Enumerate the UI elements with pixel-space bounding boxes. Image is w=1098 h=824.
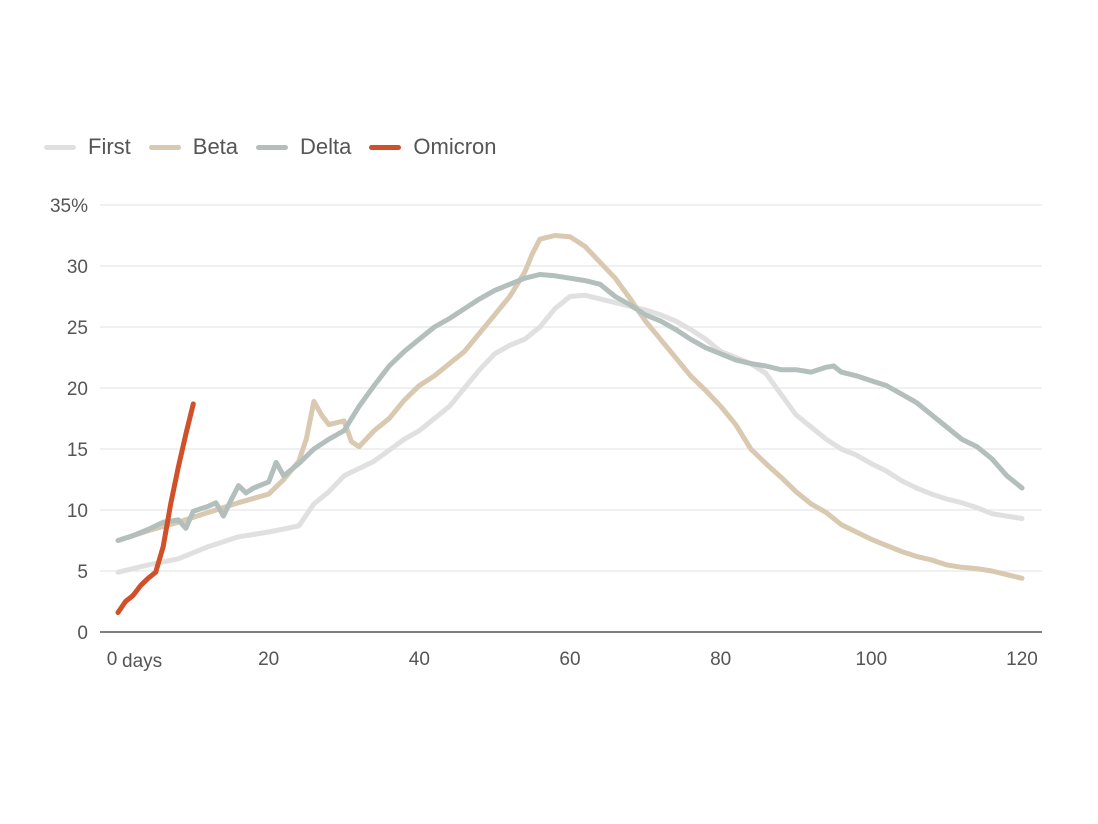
- legend-swatch: [256, 144, 289, 150]
- legend-label: Beta: [192, 134, 239, 159]
- x-tick-label: 60: [559, 649, 580, 670]
- x-tick-label: 80: [710, 649, 731, 670]
- legend-item-beta: Beta: [148, 134, 239, 160]
- legend-label: First: [88, 134, 131, 159]
- legend-label: Omicron: [413, 134, 497, 159]
- series-line-delta: [115, 272, 1025, 543]
- y-tick-label: 35%: [50, 196, 88, 217]
- y-tick-label: 15: [67, 440, 88, 461]
- series-line-beta: [115, 233, 1025, 581]
- legend-swatch: [148, 144, 181, 150]
- legend-item-first: First: [44, 134, 131, 160]
- series-lines: [115, 233, 1025, 615]
- y-tick-label: 5: [77, 562, 88, 583]
- legend-label: Delta: [300, 134, 352, 159]
- y-tick-label: 0: [77, 623, 88, 644]
- legend-item-delta: Delta: [256, 134, 351, 160]
- x-tick-label: 0: [107, 649, 118, 670]
- y-tick-label: 20: [67, 379, 88, 400]
- series-line-first: [115, 292, 1025, 575]
- y-tick-label: 30: [67, 257, 88, 278]
- legend: First Beta Delta Omicron: [44, 134, 515, 160]
- x-unit-label: days: [122, 651, 162, 672]
- gridlines: [100, 204, 1042, 633]
- y-axis-ticks: 0 5 10 15 20 25 30 35%: [50, 196, 88, 644]
- legend-item-omicron: Omicron: [369, 134, 497, 160]
- series-line-omicron: [115, 401, 196, 615]
- y-tick-label: 25: [67, 318, 88, 339]
- x-tick-label: 20: [258, 649, 279, 670]
- x-tick-label: 100: [855, 649, 887, 670]
- legend-swatch: [369, 144, 402, 150]
- x-tick-label: 120: [1006, 649, 1038, 670]
- x-axis-ticks: 0 20 40 60 80 100 120 days: [107, 649, 1038, 672]
- x-tick-label: 40: [409, 649, 430, 670]
- y-tick-label: 10: [67, 501, 88, 522]
- legend-swatch: [44, 144, 76, 150]
